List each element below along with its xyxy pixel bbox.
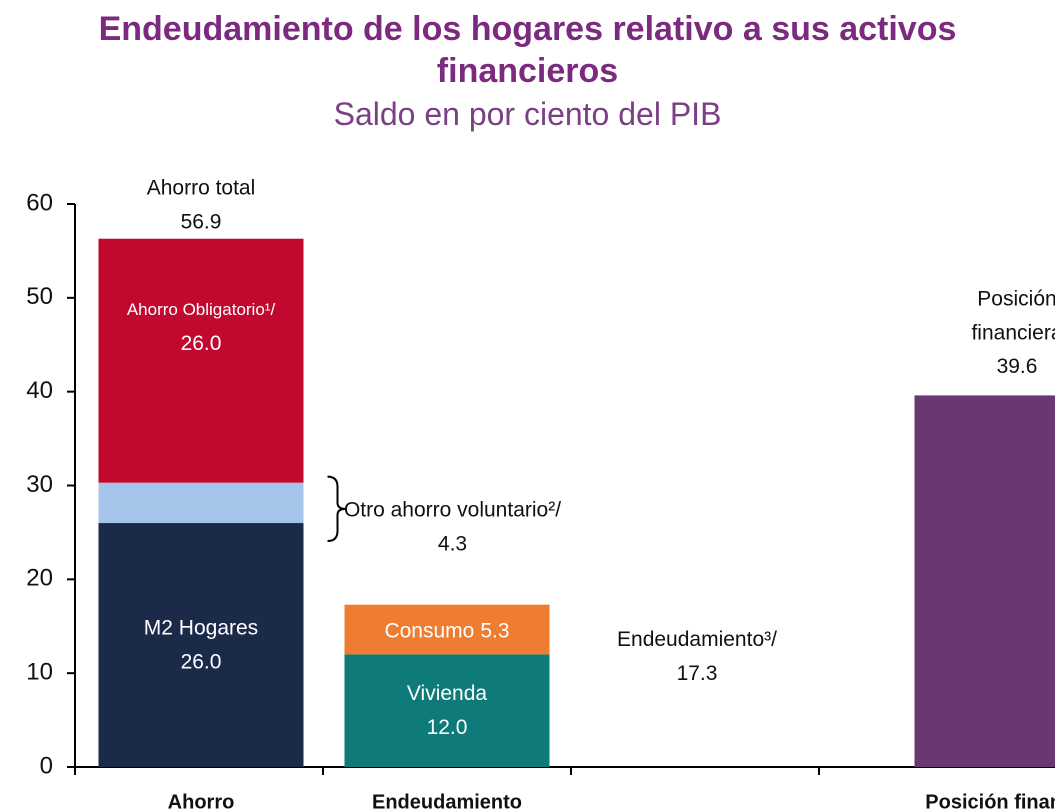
bar-segment xyxy=(344,604,550,655)
series-label: Ahorro Obligatorio¹/ xyxy=(127,300,276,319)
annotation-value: 56.9 xyxy=(181,211,222,234)
y-tick-label: 50 xyxy=(26,283,53,310)
x-tick-label: Ahorro xyxy=(168,791,235,812)
y-tick-label: 20 xyxy=(26,565,53,592)
series-label: Posición financiera xyxy=(971,287,1055,344)
y-tick-label: 0 xyxy=(40,752,53,779)
series-label: Vivienda xyxy=(407,682,487,705)
y-tick-label: 10 xyxy=(26,659,53,686)
value-label: 12.0 xyxy=(427,716,468,739)
annotation-label: Endeudamiento³/ xyxy=(617,628,777,651)
y-tick-label: 60 xyxy=(26,189,53,216)
y-tick-label: 30 xyxy=(26,471,53,498)
value-label: 4.3 xyxy=(438,532,467,555)
series-label-line: Posición xyxy=(977,287,1055,310)
bar-segment xyxy=(98,523,304,767)
series-label: Consumo 5.3 xyxy=(384,619,509,642)
value-label: 26.0 xyxy=(181,651,222,674)
bar-segment xyxy=(98,482,304,524)
annotation-value: 17.3 xyxy=(677,662,718,685)
value-label: 26.0 xyxy=(181,332,222,355)
brace xyxy=(327,475,346,543)
value-label: 5.3 xyxy=(480,619,509,642)
series-label: Otro ahorro voluntario²/ xyxy=(344,498,561,521)
series-label: M2 Hogares xyxy=(144,617,258,640)
bar-segment xyxy=(98,238,304,483)
value-label: 39.6 xyxy=(997,355,1038,378)
chart-title: Endeudamiento de los hogares relativo a … xyxy=(98,10,957,90)
bar-segment xyxy=(344,654,550,767)
annotation-label: Ahorro total xyxy=(147,177,256,200)
bar-segment xyxy=(914,395,1055,767)
x-tick-label: Posición financiera xyxy=(925,791,1055,812)
chart-subtitle: Saldo en por ciento del PIB xyxy=(333,96,722,132)
x-tick-label: Endeudamiento xyxy=(372,791,522,812)
y-tick-label: 40 xyxy=(26,377,53,404)
series-label-line: financiera xyxy=(971,321,1055,344)
series-name: Consumo xyxy=(384,619,474,642)
header: Endeudamiento de los hogares relativo a … xyxy=(0,8,1055,136)
